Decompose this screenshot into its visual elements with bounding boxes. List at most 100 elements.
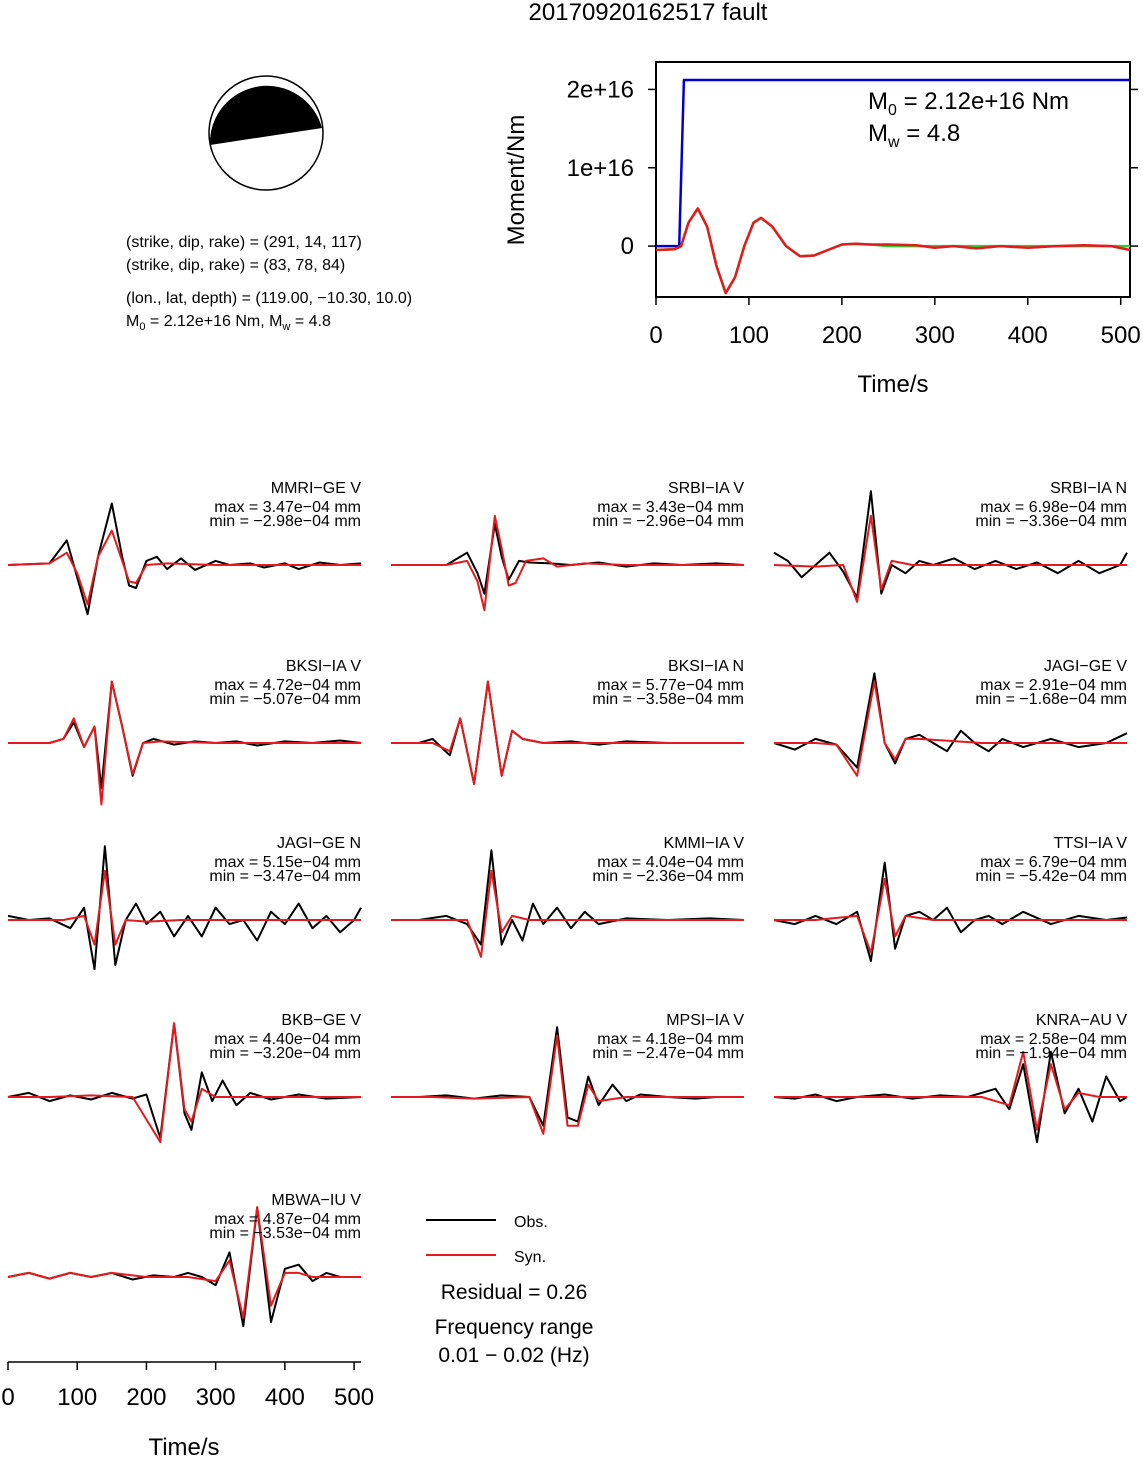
moment-chart-ylabel: Moment/Nm <box>503 115 530 246</box>
moment-chart-x-ticks: 0 100 200 300 400 500 <box>649 297 1141 349</box>
moment-x-tick-label: 400 <box>1008 322 1048 349</box>
figure-title: 20170920162517 fault <box>529 0 768 26</box>
moment-y-tick-label: 2e+16 <box>567 76 634 103</box>
station-min-label: min = −3.53e−04 mm <box>209 1225 361 1242</box>
legend: Obs. Syn. Residual = 0.26 Frequency rang… <box>426 1214 593 1367</box>
station-max-label: max = 2.58e−04 mm <box>980 1031 1127 1048</box>
syn-trace <box>8 1022 361 1144</box>
time-axis-tick-label: 100 <box>57 1384 97 1411</box>
syn-trace <box>391 869 744 958</box>
station-max-label: max = 3.47e−04 mm <box>214 499 361 516</box>
station-name-label: MMRI−GE V <box>271 480 362 497</box>
nodal-plane-2: (strike, dip, rake) = (83, 78, 84) <box>126 257 345 274</box>
station-min-label: min = −1.94e−04 mm <box>975 1045 1127 1062</box>
station-min-label: min = −5.42e−04 mm <box>975 868 1127 885</box>
waveform-time-axis: 0 100 200 300 400 500 Time/s <box>1 1361 374 1458</box>
station-max-label: max = 6.79e−04 mm <box>980 854 1127 871</box>
station-min-label: min = −5.07e−04 mm <box>209 691 361 708</box>
station-max-label: max = 6.98e−04 mm <box>980 499 1127 516</box>
moment-series-1 <box>655 207 1130 295</box>
obs-trace <box>773 1050 1128 1144</box>
station-min-label: min = −3.58e−04 mm <box>592 691 744 708</box>
station-name-label: JAGI−GE N <box>277 835 361 852</box>
syn-trace <box>391 514 744 612</box>
moment-x-tick-label: 100 <box>729 322 769 349</box>
location: (lon., lat, depth) = (119.00, −10.30, 10… <box>126 290 412 307</box>
station-max-label: max = 4.87e−04 mm <box>214 1211 361 1228</box>
time-axis-tick-label: 300 <box>196 1384 236 1411</box>
moment-chart-m0-annotation: M0 = 2.12e+16 Nm <box>868 88 1069 119</box>
station-name-label: BKSI−IA N <box>668 658 744 675</box>
station-max-label: max = 4.40e−04 mm <box>214 1031 361 1048</box>
station-min-label: min = −3.36e−04 mm <box>975 513 1127 530</box>
obs-trace <box>773 490 1128 599</box>
moment-chart-frame <box>655 61 1131 298</box>
moment-x-tick-label: 500 <box>1101 322 1141 349</box>
syn-trace <box>774 1050 1127 1131</box>
time-axis-tick-label: 500 <box>334 1384 374 1411</box>
moment-series-0 <box>656 78 1130 248</box>
mechanism-info: (strike, dip, rake) = (291, 14, 117) (st… <box>126 234 412 333</box>
station-min-label: min = −2.47e−04 mm <box>592 1045 744 1062</box>
station-name-label: BKB−GE V <box>281 1012 361 1029</box>
station-min-label: min = −3.20e−04 mm <box>209 1045 361 1062</box>
station-max-label: max = 2.91e−04 mm <box>980 677 1127 694</box>
obs-trace <box>391 849 745 946</box>
moment-magnitude: M0 = 2.12e+16 Nm, Mw = 4.8 <box>126 313 331 333</box>
station-name-label: TTSI−IA V <box>1054 835 1128 852</box>
frequency-range-title: Frequency range <box>435 1316 594 1339</box>
station-name-label: KMMI−IA V <box>664 835 745 852</box>
syn-trace <box>773 514 1127 603</box>
syn-trace <box>774 680 1127 777</box>
moment-chart-mw-annotation: Mw = 4.8 <box>868 120 960 151</box>
station-name-label: KNRA−AU V <box>1036 1012 1127 1029</box>
beachball-compressional-quadrant <box>209 85 322 145</box>
time-axis-ticks: 0 100 200 300 400 500 <box>1 1362 374 1411</box>
station-min-label: min = −3.47e−04 mm <box>209 868 361 885</box>
legend-obs-label: Obs. <box>514 1214 548 1231</box>
station-min-label: min = −2.96e−04 mm <box>592 513 744 530</box>
station-max-label: max = 5.15e−04 mm <box>214 854 361 871</box>
syn-trace <box>8 869 361 946</box>
station-max-label: max = 4.04e−04 mm <box>597 854 744 871</box>
syn-trace <box>7 529 361 606</box>
moment-chart-y-ticks: 0 1e+16 2e+16 <box>567 76 1138 260</box>
time-axis-label: Time/s <box>148 1434 219 1458</box>
moment-series-2 <box>655 207 1131 295</box>
syn-trace <box>8 680 361 806</box>
syn-trace <box>391 1034 744 1135</box>
station-name-label: JAGI−GE V <box>1044 658 1127 675</box>
station-name-label: MBWA−IU V <box>271 1192 361 1209</box>
time-axis-tick-label: 0 <box>1 1384 14 1411</box>
syn-trace <box>7 1206 361 1319</box>
station-name-label: BKSI−IA V <box>286 658 361 675</box>
station-name-label: SRBI−IA V <box>668 480 744 497</box>
moment-x-tick-label: 200 <box>822 322 862 349</box>
time-axis-tick-label: 200 <box>126 1384 166 1411</box>
moment-y-tick-label: 0 <box>621 233 634 260</box>
beachball <box>208 75 324 191</box>
station-min-label: min = −2.36e−04 mm <box>592 868 744 885</box>
station-max-label: max = 4.72e−04 mm <box>214 677 361 694</box>
obs-trace <box>391 523 745 595</box>
moment-chart-series <box>655 78 1131 295</box>
syn-trace <box>391 680 744 785</box>
moment-chart: 0 100 200 300 400 500 0 1e+16 2e+16 Time/s Mome… <box>503 61 1141 398</box>
moment-y-tick-label: 1e+16 <box>567 155 634 182</box>
frequency-range-value: 0.01 − 0.02 (Hz) <box>438 1344 589 1367</box>
time-axis-tick-label: 400 <box>265 1384 305 1411</box>
syn-trace <box>774 878 1127 954</box>
